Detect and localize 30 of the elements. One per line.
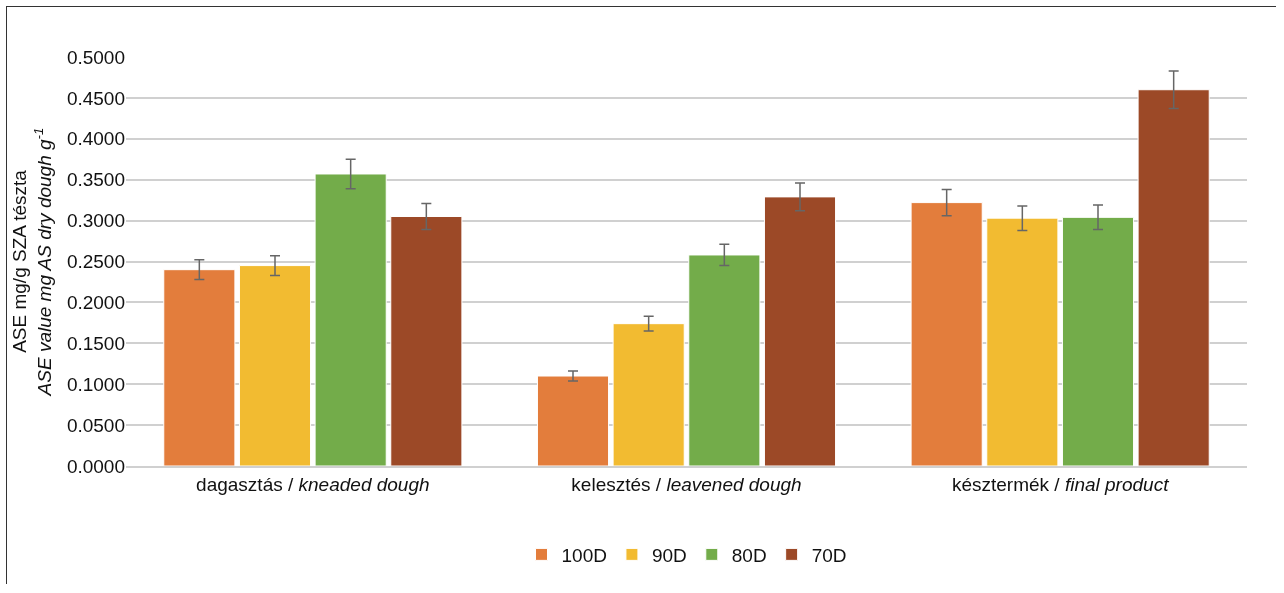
y-tick-label: 0.0500 (66, 414, 125, 436)
x-tick-label: dagasztás / kneaded dough (196, 473, 430, 495)
y-tick-label: 0.2500 (66, 251, 125, 273)
bar (536, 375, 610, 466)
y-tick-label: 0.3500 (66, 169, 125, 191)
bar (986, 217, 1059, 466)
y-tick-label: 0.1000 (66, 373, 125, 395)
legend-label: 100D (561, 544, 607, 566)
y-tick-label: 0.4000 (66, 128, 125, 150)
bar (612, 323, 685, 466)
bar (1061, 216, 1135, 466)
x-tick-label: kelesztés / leavened dough (571, 473, 802, 495)
legend-label: 80D (731, 544, 767, 566)
bar (238, 265, 312, 466)
legend-label: 90D (651, 544, 687, 566)
y-tick-label: 0.2000 (66, 292, 125, 314)
bar (763, 196, 837, 466)
bar (390, 216, 463, 466)
bar (163, 269, 236, 466)
y-tick-label: 0.3000 (66, 210, 125, 232)
bar (314, 173, 387, 466)
bar (1137, 89, 1210, 466)
y-tick-label: 0.4500 (66, 87, 125, 109)
bar (688, 254, 761, 466)
x-tick-label: késztermék / final product (951, 473, 1170, 495)
bar (910, 202, 983, 466)
y-tick-label: 0.1500 (66, 332, 125, 354)
legend-label: 70D (811, 544, 847, 566)
y-tick-label: 0.0000 (66, 455, 125, 477)
y-tick-label: 0.5000 (66, 46, 125, 68)
